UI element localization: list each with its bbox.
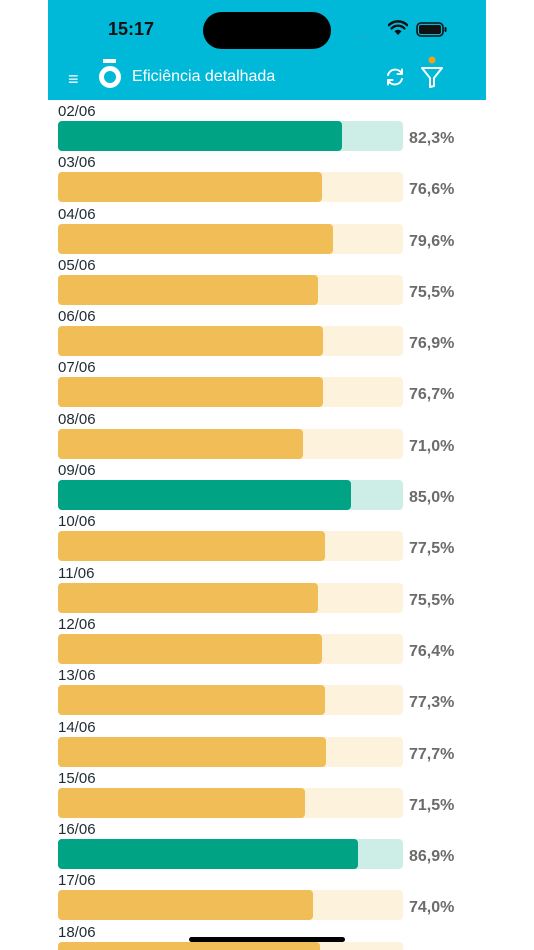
efficiency-value: 75,5%: [409, 591, 455, 609]
efficiency-bar-fill: [58, 685, 325, 716]
efficiency-bar-track: [58, 274, 403, 305]
list-item[interactable]: 11/06 75,5%: [48, 562, 486, 613]
list-item[interactable]: 03/06 76,6%: [48, 151, 486, 203]
efficiency-value: 76,4%: [409, 642, 455, 660]
signal-icon: ....: [358, 30, 374, 41]
efficiency-bar-fill: [58, 633, 322, 664]
efficiency-bar-track: [58, 685, 403, 716]
list-item[interactable]: 09/06 85,0%: [48, 459, 486, 511]
efficiency-bar-track: [58, 736, 403, 767]
efficiency-bar-track: [58, 223, 403, 254]
efficiency-bar-track: [58, 121, 403, 151]
row-date: 13/06: [58, 667, 96, 685]
dynamic-island: [203, 12, 331, 49]
efficiency-bar-track: [58, 531, 403, 562]
efficiency-list: 02/06 82,3% 03/06 76,6% 04/06 79,6% 05/06 75,5%…: [48, 100, 486, 950]
efficiency-bar-track: [58, 839, 403, 870]
row-date: 17/06: [58, 872, 96, 890]
efficiency-value: 75,5%: [409, 283, 455, 301]
list-item[interactable]: 06/06 76,9%: [48, 305, 486, 357]
status-time: 15:17: [108, 19, 155, 39]
efficiency-bar-track: [58, 582, 403, 613]
efficiency-bar-fill: [58, 121, 342, 151]
efficiency-value: 71,0%: [409, 437, 455, 455]
efficiency-bar-fill: [58, 839, 358, 870]
efficiency-bar-fill: [58, 941, 321, 950]
efficiency-value: 76,6%: [409, 181, 455, 199]
list-item[interactable]: 14/06 77,7%: [48, 716, 486, 767]
app-logo: [99, 59, 121, 88]
row-date: 04/06: [58, 205, 96, 223]
list-item[interactable]: 18/06: [48, 921, 486, 950]
list-item[interactable]: 05/06 75,5%: [48, 254, 486, 305]
efficiency-bar-fill: [58, 890, 314, 921]
efficiency-bar-track: [58, 326, 403, 357]
efficiency-bar-fill: [58, 531, 326, 562]
efficiency-value: 82,3%: [409, 130, 455, 147]
home-indicator: [189, 937, 345, 942]
list-item[interactable]: 15/06 71,5%: [48, 767, 486, 818]
list-item[interactable]: 12/06 76,4%: [48, 613, 486, 664]
row-date: 12/06: [58, 615, 96, 633]
efficiency-value: 77,7%: [409, 745, 455, 763]
row-date: 05/06: [58, 256, 96, 274]
list-item[interactable]: 04/06 79,6%: [48, 203, 486, 254]
row-date: 15/06: [58, 769, 96, 787]
efficiency-bar-fill: [58, 326, 324, 357]
efficiency-bar-fill: [58, 787, 305, 818]
efficiency-bar-track: [58, 172, 403, 203]
efficiency-value: 71,5%: [409, 796, 455, 814]
efficiency-bar-fill: [58, 274, 319, 305]
efficiency-bar-fill: [58, 223, 333, 254]
efficiency-value: 79,6%: [409, 232, 455, 250]
wifi-icon: [388, 20, 408, 35]
efficiency-value: 77,5%: [409, 540, 455, 558]
row-date: 10/06: [58, 513, 96, 531]
efficiency-bar-track: [58, 633, 403, 664]
efficiency-bar-track: [58, 428, 403, 459]
row-date: 06/06: [58, 308, 96, 326]
efficiency-bar-track: [58, 377, 403, 408]
row-date: 14/06: [58, 718, 96, 736]
efficiency-bar-track: [58, 941, 403, 950]
efficiency-bar-fill: [58, 736, 327, 767]
efficiency-value: 77,3%: [409, 694, 455, 712]
row-date: 03/06: [58, 154, 96, 172]
list-item[interactable]: 07/06 76,7%: [48, 356, 486, 408]
efficiency-bar-fill: [58, 172, 323, 203]
efficiency-bar-fill: [58, 480, 352, 511]
row-date: 07/06: [58, 359, 96, 377]
efficiency-bar-track: [58, 787, 403, 818]
list-item[interactable]: 13/06 77,3%: [48, 664, 486, 716]
list-item[interactable]: 10/06 77,5%: [48, 510, 486, 562]
menu-icon[interactable]: ≡: [68, 69, 79, 89]
phone-screen: 15:17 .... ≡ Eficiência detalhada: [48, 0, 486, 950]
list-item[interactable]: 02/06 82,3%: [48, 100, 486, 151]
efficiency-value: 74,0%: [409, 899, 455, 917]
refresh-icon[interactable]: [384, 66, 406, 88]
row-date: 18/06: [58, 923, 96, 941]
efficiency-value: 76,9%: [409, 335, 455, 353]
efficiency-value: 76,7%: [409, 386, 455, 404]
battery-icon: [416, 22, 447, 37]
app-header: 15:17 .... ≡ Eficiência detalhada: [48, 0, 486, 100]
page-title: Eficiência detalhada: [132, 68, 276, 85]
efficiency-value: 86,9%: [409, 848, 455, 866]
row-date: 16/06: [58, 821, 96, 839]
efficiency-bar-track: [58, 480, 403, 511]
efficiency-bar-fill: [58, 377, 323, 408]
efficiency-value: 85,0%: [409, 489, 455, 507]
efficiency-bar-fill: [58, 582, 319, 613]
list-item[interactable]: 16/06 86,9%: [48, 818, 486, 870]
efficiency-bar-track: [58, 890, 403, 921]
list-item[interactable]: 17/06 74,0%: [48, 869, 486, 921]
efficiency-bar-fill: [58, 428, 303, 459]
row-date: 11/06: [58, 564, 95, 582]
filter-icon[interactable]: [420, 56, 444, 90]
row-date: 08/06: [58, 410, 96, 428]
row-date: 02/06: [58, 103, 96, 120]
list-item[interactable]: 08/06 71,0%: [48, 408, 486, 459]
row-date: 09/06: [58, 462, 96, 480]
